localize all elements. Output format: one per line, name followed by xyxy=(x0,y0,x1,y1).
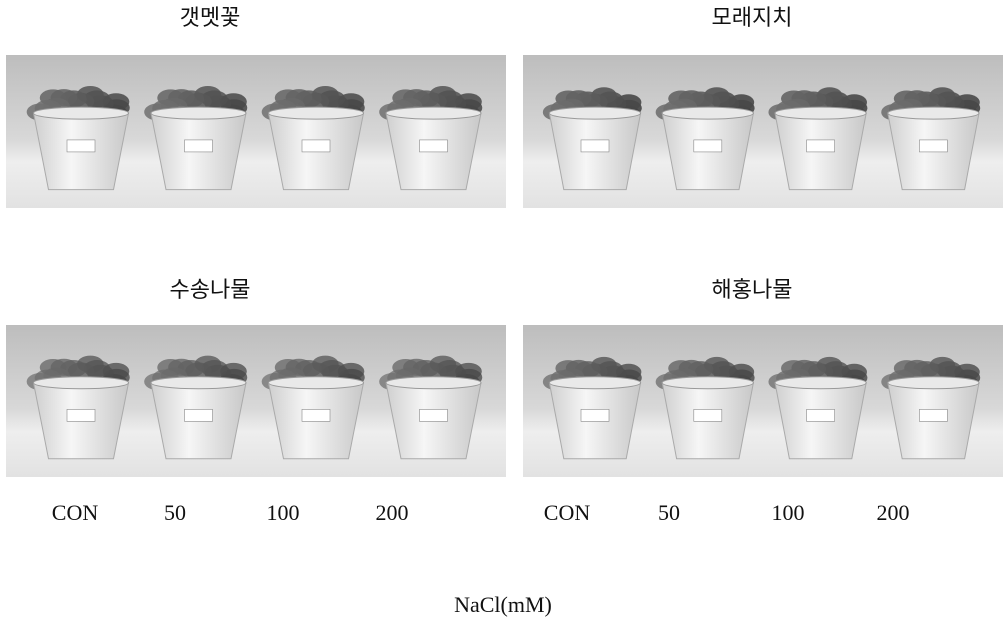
photo xyxy=(6,325,506,477)
panel-title: 수송나물 xyxy=(170,277,251,302)
pot-label xyxy=(694,409,722,421)
pot-label xyxy=(67,409,95,421)
pot-label xyxy=(807,140,835,152)
pot-label xyxy=(581,140,609,152)
pot-rim xyxy=(549,107,640,119)
treatment-label: CON xyxy=(52,500,99,525)
pot-rim xyxy=(888,377,979,389)
figure: NaCl(mM) 갯멧꽃 모래지치수송나물 해홍나물 CON 50 100 200 CON 50… xyxy=(0,0,1004,623)
pot-label xyxy=(581,409,609,421)
pot-label xyxy=(302,409,330,421)
treatment-label: 200 xyxy=(376,500,409,525)
pot-rim xyxy=(662,107,753,119)
photo xyxy=(523,325,1003,477)
pot-rim xyxy=(888,107,979,119)
pot-label xyxy=(807,409,835,421)
treatment-label: 100 xyxy=(267,500,300,525)
photo xyxy=(6,55,506,208)
pot-label xyxy=(420,140,448,152)
pot-rim xyxy=(386,377,481,389)
pot-rim xyxy=(269,107,364,119)
treatment-label: 200 xyxy=(877,500,910,525)
pot-label xyxy=(67,140,95,152)
pot-label xyxy=(302,140,330,152)
pot-rim xyxy=(662,377,753,389)
pot-label xyxy=(694,140,722,152)
photo xyxy=(523,55,1003,208)
pot-label xyxy=(420,409,448,421)
pot-rim xyxy=(775,107,866,119)
treatment-label: 50 xyxy=(164,500,186,525)
panel-title: 갯멧꽃 xyxy=(180,5,241,30)
pot-label xyxy=(185,409,213,421)
pot-rim xyxy=(549,377,640,389)
pot-rim xyxy=(34,377,129,389)
treatment-label: 100 xyxy=(772,500,805,525)
pot-rim xyxy=(151,107,246,119)
pot-rim xyxy=(269,377,364,389)
pot-rim xyxy=(775,377,866,389)
treatment-label: 50 xyxy=(658,500,680,525)
pot-label xyxy=(919,140,947,152)
panel-title: 모래지치 xyxy=(712,5,793,30)
panel-title: 해홍나물 xyxy=(712,277,793,302)
treatment-label: CON xyxy=(544,500,591,525)
pot-label xyxy=(185,140,213,152)
pot-label xyxy=(919,409,947,421)
axis-label: NaCl(mM) xyxy=(454,592,552,617)
pot-rim xyxy=(386,107,481,119)
pot-rim xyxy=(151,377,246,389)
pot-rim xyxy=(34,107,129,119)
